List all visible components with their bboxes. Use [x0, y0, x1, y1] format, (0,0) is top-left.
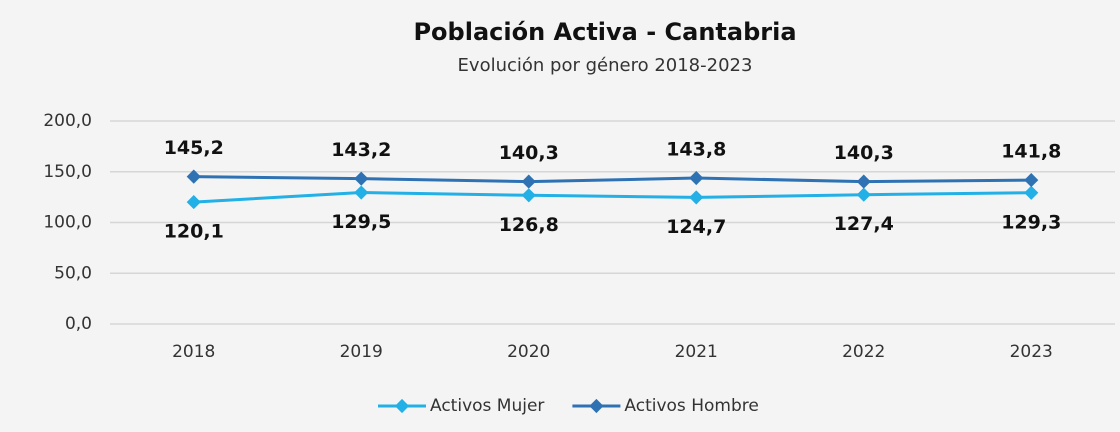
data-label: 141,8: [1001, 141, 1061, 163]
marker: [186, 169, 201, 184]
data-label: 143,8: [666, 139, 726, 161]
legend-marker: [589, 398, 604, 414]
chart-title: Población Activa - Cantabria: [413, 18, 796, 46]
x-tick-label: 2018: [172, 342, 215, 362]
marker: [521, 188, 536, 203]
legend-label: Activos Hombre: [624, 396, 758, 416]
x-tick-label: 2022: [842, 342, 885, 362]
legend-label: Activos Mujer: [430, 396, 544, 416]
x-tick-label: 2019: [340, 342, 383, 362]
marker: [1024, 185, 1039, 200]
data-label: 127,4: [834, 213, 894, 235]
marker: [354, 171, 369, 186]
data-label: 124,7: [666, 216, 726, 238]
y-tick-label: 100,0: [43, 213, 92, 233]
data-label: 145,2: [164, 137, 224, 159]
x-tick-label: 2021: [675, 342, 718, 362]
y-tick-label: 50,0: [54, 263, 92, 283]
marker: [689, 170, 704, 186]
data-label: 140,3: [499, 142, 559, 164]
marker: [354, 185, 369, 200]
y-tick-label: 200,0: [43, 111, 92, 131]
marker: [1024, 173, 1039, 188]
series-line: [193, 191, 1032, 204]
y-tick-label: 0,0: [65, 314, 92, 334]
data-label: 126,8: [499, 214, 559, 236]
data-label: 129,5: [331, 211, 391, 233]
marker: [856, 174, 871, 189]
marker: [521, 174, 536, 189]
series-line: [193, 175, 1032, 184]
legend-marker: [394, 398, 410, 414]
marker: [186, 195, 201, 210]
data-label: 140,3: [834, 142, 894, 164]
data-label: 143,2: [331, 139, 391, 161]
data-label: 120,1: [164, 221, 224, 243]
x-tick-label: 2020: [507, 342, 550, 362]
data-label: 129,3: [1001, 211, 1061, 233]
y-tick-label: 150,0: [43, 162, 92, 182]
x-tick-label: 2023: [1010, 342, 1053, 362]
marker: [689, 190, 704, 205]
chart-subtitle: Evolución por género 2018-2023: [458, 55, 753, 76]
marker: [856, 187, 871, 202]
